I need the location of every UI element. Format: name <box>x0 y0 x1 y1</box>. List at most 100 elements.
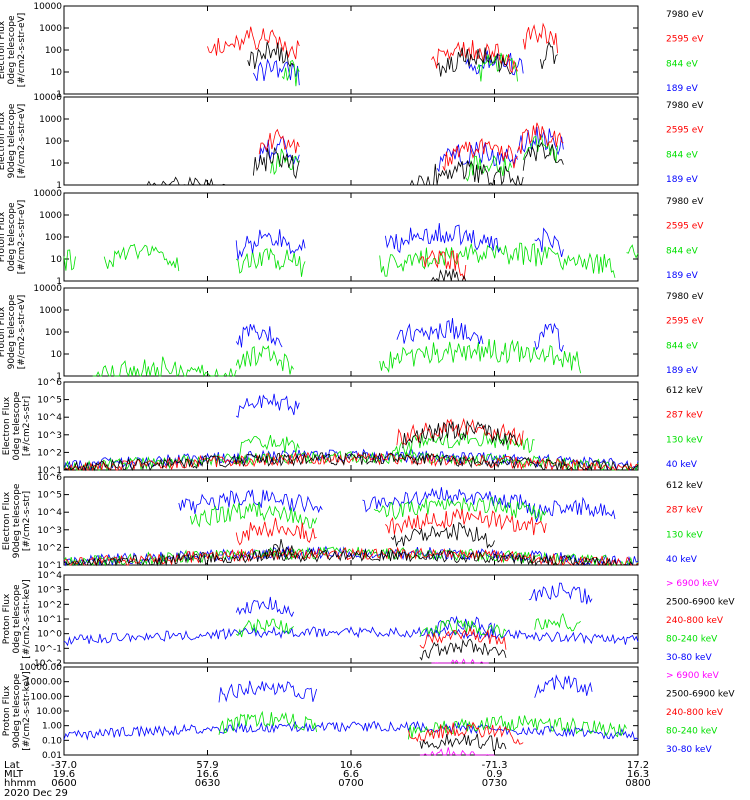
series <box>132 141 564 186</box>
legend-entry: 2595 eV <box>666 222 704 232</box>
ytick-label: 10 <box>51 68 63 78</box>
series <box>235 612 581 638</box>
series <box>258 126 564 173</box>
series-trace <box>235 393 300 418</box>
ytick-label: 10^6 <box>37 378 62 388</box>
y-axis-label: Proton Flux0deg telescope[#/cm2-s-str-eV… <box>0 200 27 275</box>
legend-entry: 2500-6900 keV <box>666 690 735 700</box>
ytick-label: 100 <box>45 233 62 243</box>
legend-entry: 189 eV <box>666 84 699 94</box>
ytick-label: 10^2 <box>37 543 62 553</box>
footer-hhmm-value: 0600 <box>51 778 76 789</box>
y-axis-label-line: Proton Flux <box>2 685 12 736</box>
legend-entry: 130 keV <box>666 530 703 540</box>
series-trace <box>431 658 489 664</box>
series-trace <box>218 710 317 735</box>
series-trace <box>92 356 237 378</box>
panel-8: 0.010.101.0010.00100.001000.0010000.00ME… <box>0 663 735 761</box>
legend-entry: > 6900 keV <box>666 671 720 681</box>
series <box>419 638 507 661</box>
series-trace <box>253 58 300 86</box>
y-axis-label-line: MEPED <box>0 695 2 727</box>
panel-frame <box>63 476 639 566</box>
series <box>63 582 639 647</box>
ytick-label: 10000 <box>33 189 62 199</box>
series-trace <box>522 141 564 171</box>
series <box>431 658 489 664</box>
series <box>63 420 639 472</box>
series-trace <box>207 26 300 60</box>
legend-entry: 80-240 keV <box>666 635 718 645</box>
ytick-label: 100 <box>45 328 62 338</box>
ytick-label: 1000 <box>39 211 62 221</box>
panel-2: 1 10 100 1000 10000 Electron Flux90deg telesc… <box>0 93 704 191</box>
y-axis-label-line: MEPED <box>0 505 2 537</box>
series-trace <box>132 176 237 186</box>
series <box>235 223 564 260</box>
footer-hhmm-value: 0800 <box>625 778 650 789</box>
panel-1: 1 10 100 1000 10000 Electron Flux0deg telesco… <box>0 2 704 100</box>
series-trace <box>419 626 507 650</box>
series-trace <box>63 720 639 741</box>
legend-entry: > 6900 keV <box>666 579 720 589</box>
series-trace <box>517 126 564 156</box>
legend-entry: 844 eV <box>666 59 699 69</box>
legend-entry: 7980 eV <box>666 10 704 20</box>
series <box>63 429 639 472</box>
series <box>419 747 495 756</box>
legend-entry: 844 eV <box>666 246 699 256</box>
legend-entry: 7980 eV <box>666 292 704 302</box>
legend-entry: 612 keV <box>666 481 703 491</box>
date-label: 2020 Dec 29 <box>4 788 68 799</box>
panel-4: 1 10 100 1000 10000 Proton Flux90deg telescop… <box>0 284 704 382</box>
ytick-label: 1 <box>56 277 62 287</box>
legend-entry: 844 eV <box>666 150 699 160</box>
panel-frame <box>63 5 639 95</box>
series-trace <box>528 582 593 605</box>
y-axis-label: MEPEDElectron Flux0deg telescope[#/cm2-s… <box>0 391 32 461</box>
series-trace <box>63 451 639 472</box>
series-trace <box>431 268 467 283</box>
panel-frame <box>63 666 639 756</box>
series <box>247 41 558 77</box>
ytick-label: 1.00 <box>42 722 62 732</box>
series-trace <box>385 508 547 536</box>
ytick-label: 10^6 <box>37 473 62 483</box>
footer-mlt-value: 6.6 <box>343 769 359 780</box>
footer-lat-value: 17.2 <box>627 760 649 771</box>
panel-frame <box>63 381 639 471</box>
series-trace <box>379 339 581 374</box>
y-axis-label: Proton Flux90deg telescope[#/cm2-s-str-e… <box>0 294 27 369</box>
footer-mlt-value: 16.6 <box>196 769 218 780</box>
ytick-label: 1 <box>56 181 62 191</box>
series-trace <box>419 747 495 756</box>
footer-hhmm-value: 0630 <box>195 778 220 789</box>
y-axis-label-line: Electron Flux <box>0 111 7 170</box>
ytick-label: 10 <box>51 159 63 169</box>
series-trace <box>396 417 524 446</box>
ytick-label: 10^2 <box>37 600 62 610</box>
y-axis-label-line: [#/cm2-s-str] <box>22 491 32 551</box>
ytick-label: 10^3 <box>37 431 62 441</box>
legend-entry: 80-240 keV <box>666 727 718 737</box>
series <box>431 268 467 283</box>
series-trace <box>235 247 306 277</box>
series <box>63 393 639 471</box>
legend-entry: 189 eV <box>666 271 699 281</box>
ytick-label: 10^3 <box>37 526 62 536</box>
y-axis-label: MEPEDProton Flux90deg telescope[#/cm2-s-… <box>0 671 32 750</box>
ytick-label: 1000 <box>39 115 62 125</box>
ytick-label: 10^5 <box>37 396 62 406</box>
series-trace <box>63 626 639 647</box>
series-trace <box>408 721 524 745</box>
legend-entry: 287 keV <box>666 506 703 516</box>
y-axis-label-line: MEPED <box>0 603 2 635</box>
series-trace <box>235 596 294 618</box>
y-axis-label-line: Electron Flux <box>0 20 7 79</box>
series <box>63 521 638 567</box>
series <box>235 317 564 353</box>
ytick-label: 100 <box>45 46 62 56</box>
series-trace <box>419 638 507 661</box>
y-axis-label-line: [#/cm2-s-str-keV] <box>22 671 32 750</box>
